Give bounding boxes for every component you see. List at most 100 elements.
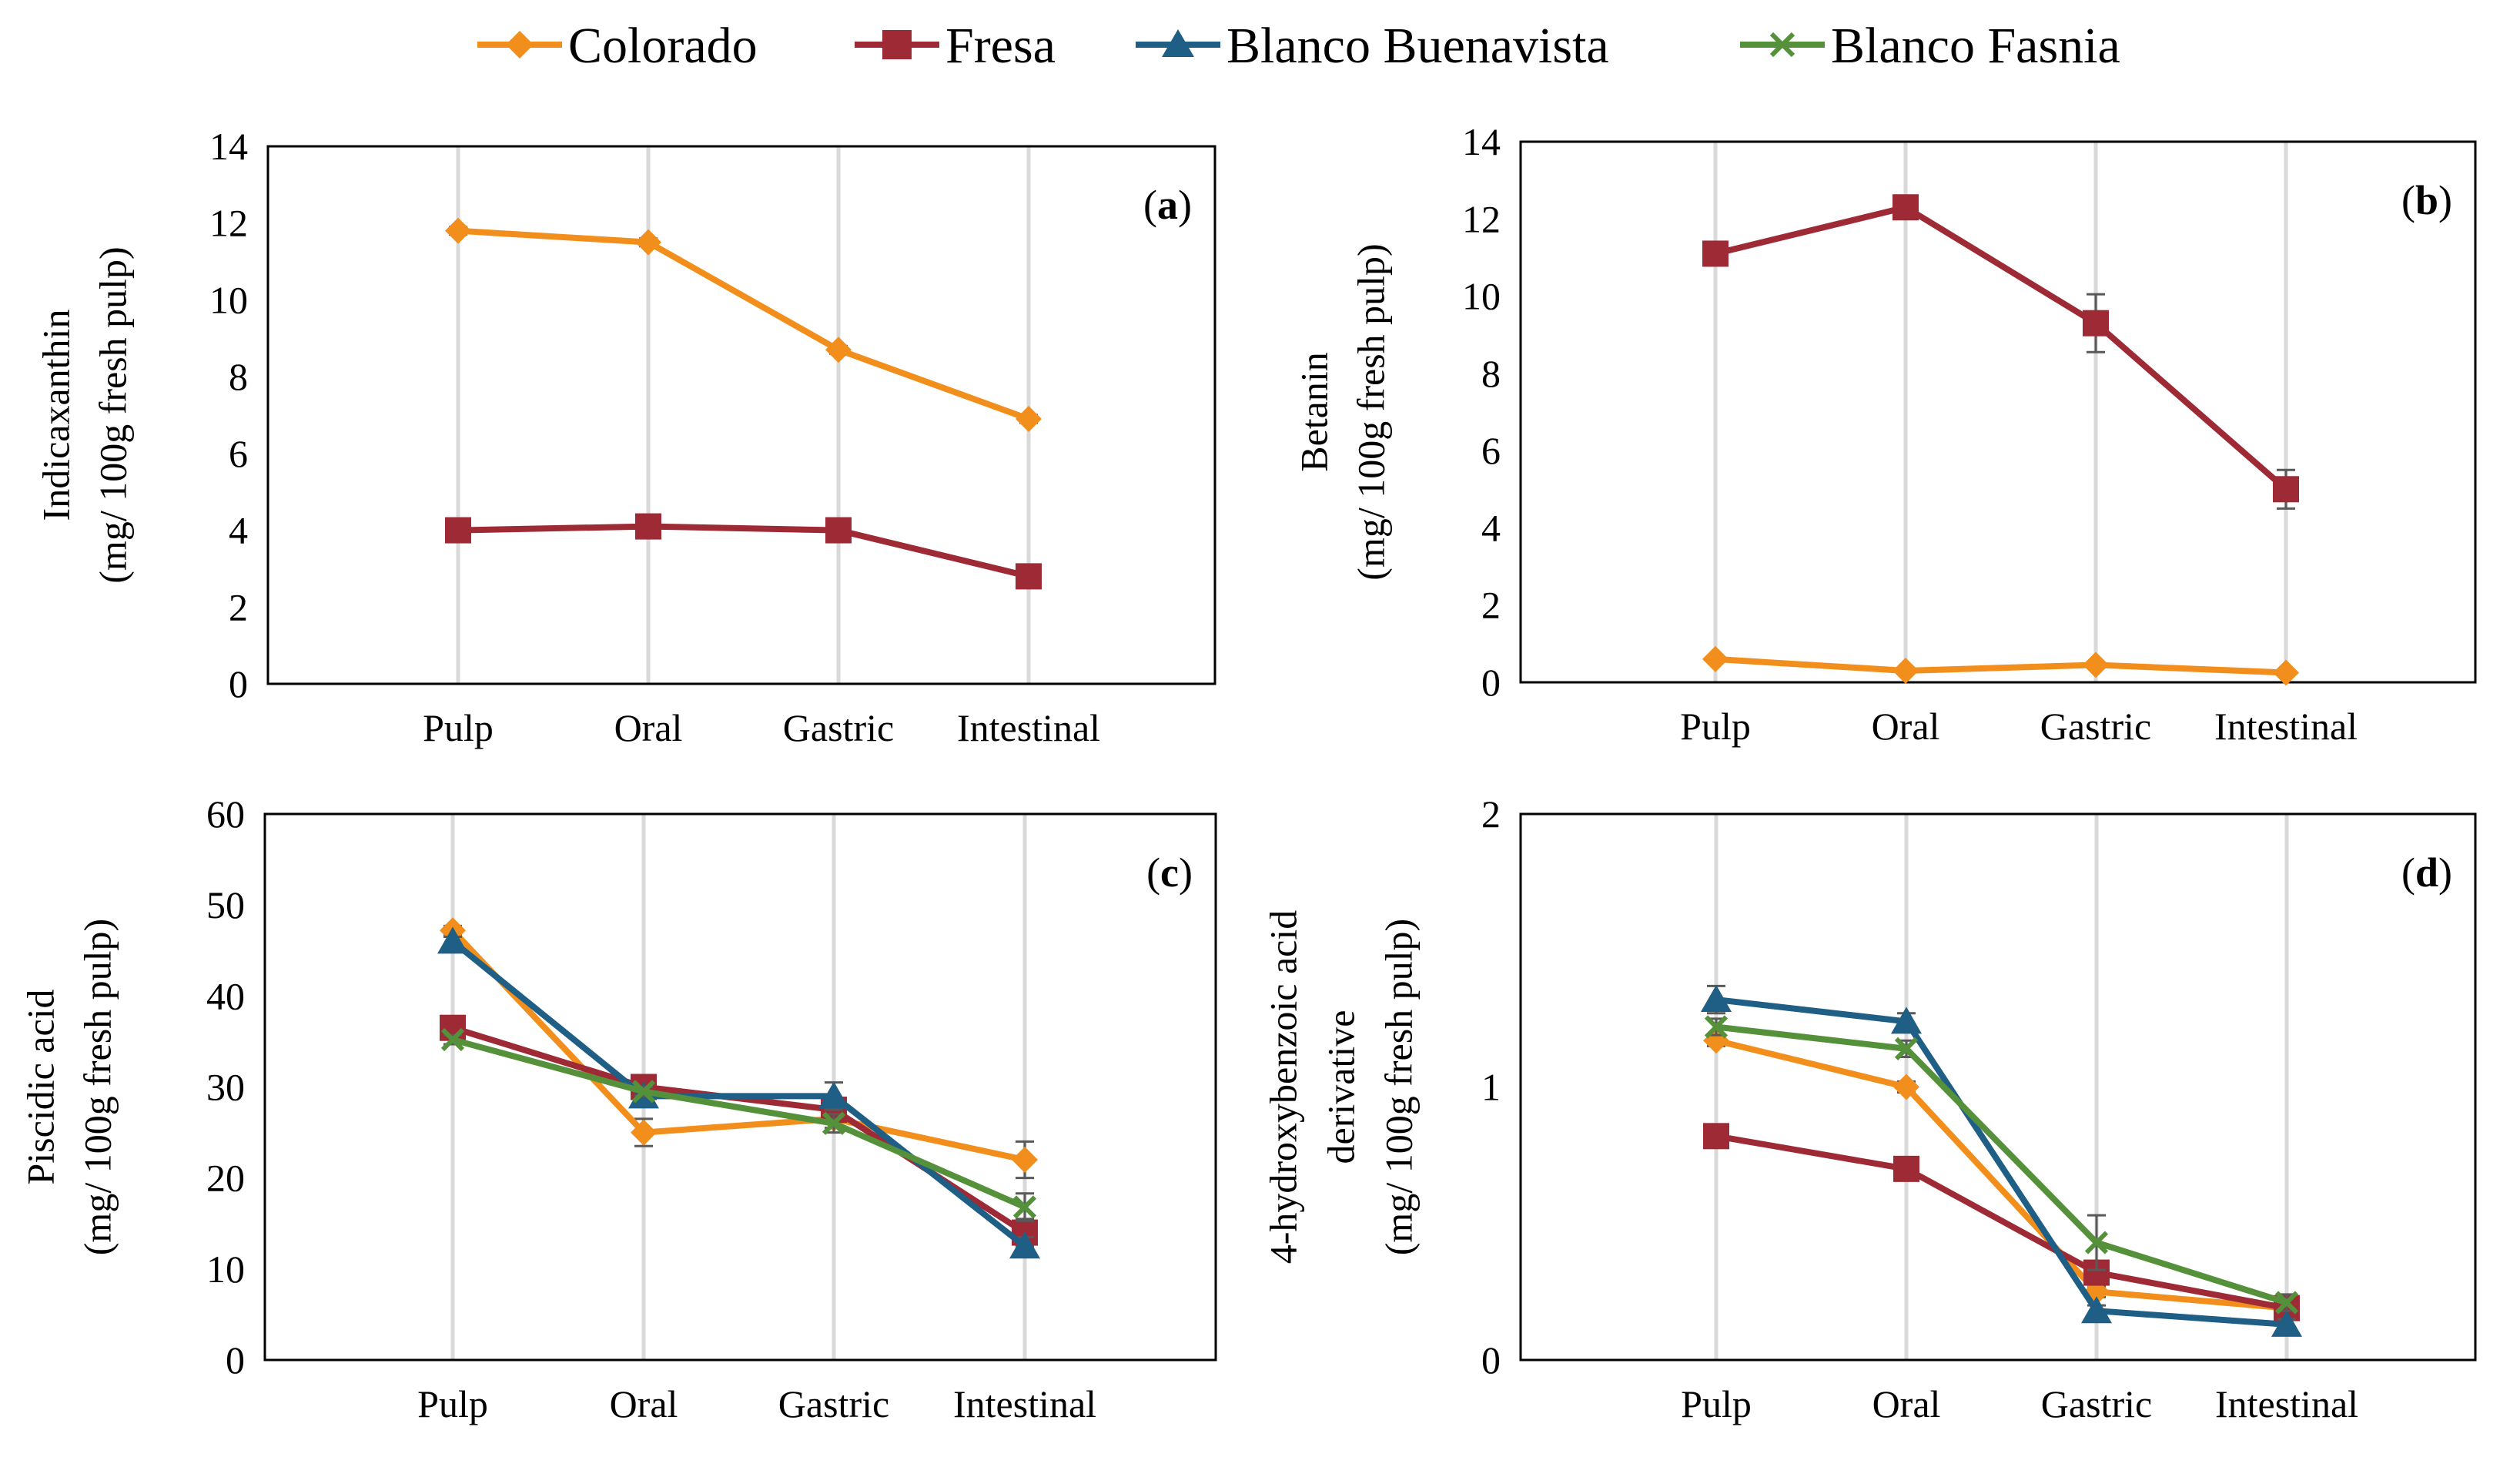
panel-b-series-colorado-point-gastric [2083, 651, 2109, 678]
panel-c-xtick-gastric: Gastric [778, 1382, 889, 1425]
panel-a-xtick-intestinal: Intestinal [957, 706, 1100, 749]
panel-d-ytick-2: 2 [1481, 792, 1501, 836]
panel-b-ytick-4: 4 [1481, 506, 1501, 549]
panel-d-ylabel-line-3: (mg/ 100g fresh pulp) [1377, 919, 1420, 1255]
panel-b-label: (b) [2401, 177, 2452, 223]
panel-b-xtick-oral: Oral [1872, 705, 1940, 748]
panel-d-series-blanco-buenavista-point-gastric [2081, 1296, 2112, 1324]
panel-c-series-blanco-fasnia-point-pulp [440, 1027, 465, 1052]
panel-d-series-blanco-buenavista [1701, 984, 2302, 1337]
panel-a: 0 2 4 6 8 10 12 14 Pulp Oral Gastric Intestinal Indi… [34, 125, 1216, 749]
panel-b-series-colorado-point-oral [1893, 657, 1919, 684]
panel-b-ytick-8: 8 [1481, 352, 1501, 395]
panel-c-series-blanco-buenavista-point-gastric [818, 1081, 849, 1109]
panel-d-label: (d) [2401, 849, 2452, 896]
panel-c-plot-frame [263, 812, 1217, 1362]
panel-d-series-blanco-fasnia [1704, 1015, 2299, 1315]
panel-b-ylabel-line-1: Betanin [1292, 352, 1335, 472]
panel-b-series-fresa-point-gastric [2083, 310, 2109, 337]
legend-item-blanco-fasnia: Blanco Fasnia [1740, 18, 2120, 74]
panel-d-series-blanco-buenavista-point-oral [1891, 1007, 1922, 1034]
panel-c-xtick-pulp: Pulp [417, 1382, 488, 1425]
panel-d-ylabel-line-1: 4-hydroxybenzoic acid [1261, 910, 1304, 1264]
legend-marker-colorado [506, 31, 534, 59]
panel-a-series-fresa-point-oral [635, 513, 661, 540]
panel-c-series-fresa-line [451, 1024, 1027, 1235]
panel-a-series-colorado-point-intestinal [1016, 405, 1042, 432]
panel-d-series-blanco-fasnia-point-pulp [1704, 1015, 1729, 1039]
panel-c-series-fresa [440, 1014, 1038, 1248]
panel-d-ylabel-line-2: derivative [1319, 1010, 1362, 1164]
legend-marker-fresa [882, 30, 912, 59]
legend-label-fresa: Fresa [945, 18, 1056, 74]
panel-a-series-fresa-point-gastric [825, 517, 852, 544]
panel-d-series-blanco-buenavista-line [1715, 996, 2287, 1328]
panel-b-series-colorado-point-pulp [1702, 645, 1729, 672]
panel-b-ytick-6: 6 [1481, 429, 1501, 472]
panel-a-series-colorado-line [457, 227, 1030, 422]
panel-b-series-colorado-point-intestinal [2273, 659, 2299, 686]
panel-c-series-colorado [440, 917, 1038, 1180]
panel-d-series-colorado-line [1715, 1037, 2287, 1311]
panel-b-ytick-10: 10 [1462, 275, 1501, 318]
panel-a-ytick-4: 4 [229, 509, 248, 552]
panel-b-xtick-pulp: Pulp [1680, 705, 1751, 748]
legend-marker-blanco-buenavista [1162, 29, 1194, 57]
panel-c-ylabel-line-1: Piscidic acid [18, 989, 62, 1184]
panel-c-ytick-60: 60 [206, 792, 245, 836]
panel-c-ytick-30: 30 [206, 1066, 245, 1109]
panel-d-series-blanco-buenavista-point-intestinal [2271, 1309, 2302, 1337]
legend-label-colorado: Colorado [568, 18, 758, 74]
panel-a-plot-frame [266, 145, 1216, 685]
panel-d-series-fresa [1703, 1123, 2300, 1321]
panel-a-ytick-0: 0 [229, 662, 248, 705]
panel-a-ytick-10: 10 [209, 278, 248, 321]
panel-c-series-blanco-buenavista-point-pulp [437, 926, 468, 954]
panel-d-xtick-intestinal: Intestinal [2215, 1382, 2358, 1425]
panel-d: 0 1 2 Pulp Oral Gastric Intestinal 4-hydroxyben… [1261, 792, 2477, 1425]
legend-label-blanco-fasnia: Blanco Fasnia [1831, 18, 2120, 74]
panel-a-ytick-12: 12 [209, 202, 248, 245]
panel-a-ylabel-line-2: (mg/ 100g fresh pulp) [91, 246, 134, 583]
panel-c-series-colorado-point-oral [631, 1119, 657, 1146]
panel-b-series-fresa-line [1715, 204, 2288, 492]
panel-c-series-colorado-point-intestinal [1012, 1147, 1038, 1174]
panel-b-series-fresa-point-oral [1893, 194, 1919, 221]
panel-c-ytick-50: 50 [206, 883, 245, 926]
panel-d-series-fresa-point-pulp [1703, 1123, 1729, 1150]
panel-c-ytick-10: 10 [206, 1248, 245, 1291]
panel-c-series-colorado-line [450, 928, 1026, 1163]
panel-c-series-blanco-buenavista [437, 926, 1040, 1259]
panel-d-plot-frame [1519, 812, 2477, 1362]
panel-b-series-fresa-point-intestinal [2273, 476, 2299, 503]
panel-a-ytick-14: 14 [209, 125, 248, 168]
panel-b-xtick-intestinal: Intestinal [2214, 705, 2358, 748]
panel-a-ylabel-line-1: Indicaxanthin [34, 310, 77, 521]
panel-a-series-colorado-point-pulp [445, 217, 471, 244]
legend-item-blanco-buenavista: Blanco Buenavista [1136, 18, 1609, 74]
panel-a-series-colorado-point-oral [635, 229, 661, 256]
panel-b-series-colorado-line [1715, 655, 2287, 676]
panel-c-series-blanco-buenavista-line [450, 939, 1027, 1249]
panel-c-ytick-0: 0 [226, 1338, 245, 1382]
panel-b-series-fresa [1702, 194, 2299, 510]
panel-d-ytick-1: 1 [1481, 1066, 1501, 1109]
panel-d-series-blanco-fasnia-point-intestinal [2274, 1291, 2299, 1315]
panel-b-ytick-14: 14 [1462, 120, 1501, 163]
panel-c-ytick-20: 20 [206, 1157, 245, 1200]
panel-a-xtick-oral: Oral [614, 706, 683, 749]
panel-c-series-blanco-buenavista-point-intestinal [1009, 1231, 1040, 1259]
panel-c-xtick-oral: Oral [610, 1382, 678, 1425]
panel-b-series-colorado [1702, 645, 2299, 686]
panel-b-series-fresa-point-pulp [1702, 240, 1729, 267]
panel-a-ytick-2: 2 [229, 585, 248, 628]
panel-b: 0 2 4 6 8 10 12 14 Pulp Oral Gastric Intestinal Beta… [1292, 120, 2477, 748]
panel-a-xtick-pulp: Pulp [423, 706, 494, 749]
panel-d-series-fresa-point-oral [1893, 1155, 1919, 1182]
panel-b-ytick-2: 2 [1481, 584, 1501, 627]
panel-d-series-blanco-fasnia-line [1715, 1023, 2288, 1306]
panel-a-ytick-8: 8 [229, 355, 248, 398]
panel-d-series-blanco-fasnia-point-gastric [2084, 1231, 2109, 1254]
panel-c-ytick-40: 40 [206, 974, 245, 1017]
